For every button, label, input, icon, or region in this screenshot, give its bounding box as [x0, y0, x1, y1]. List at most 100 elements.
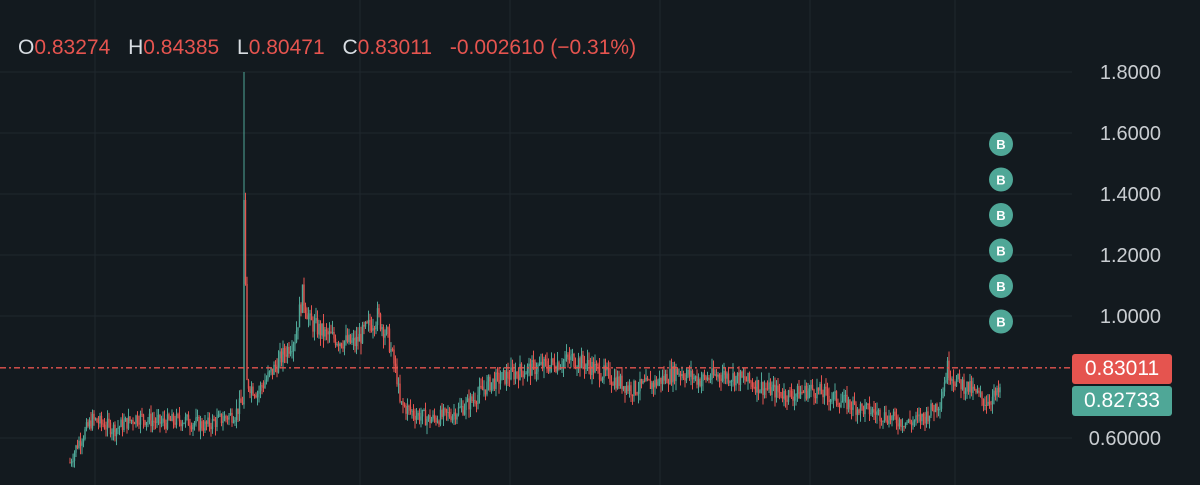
candle-body	[96, 418, 98, 423]
candle-body	[946, 360, 949, 381]
buy-marker-label: B	[996, 173, 1005, 188]
candle-body	[921, 413, 923, 422]
candle-body	[430, 419, 433, 423]
candle-body	[505, 371, 508, 384]
candle-body	[724, 370, 727, 379]
candle-body	[711, 368, 713, 380]
candle-body	[276, 366, 278, 373]
buy-marker[interactable]: B	[989, 203, 1013, 227]
candle-body	[300, 304, 302, 313]
candle-body	[541, 361, 544, 369]
buy-marker[interactable]: B	[989, 132, 1013, 156]
y-tick-label: 1.0000	[1100, 306, 1161, 328]
candle-body	[118, 426, 121, 428]
y-tick-label: 1.4000	[1100, 184, 1161, 206]
candle-body	[235, 408, 238, 421]
candle-body	[969, 381, 971, 392]
candle-body	[88, 420, 91, 427]
candle-body	[585, 364, 587, 370]
candle-body	[168, 414, 170, 419]
close-value: 0.83011	[357, 36, 433, 59]
candle-body	[165, 422, 167, 429]
candle-body	[130, 420, 133, 422]
candle-body	[156, 417, 158, 423]
candle-body	[330, 331, 332, 334]
candle-body	[399, 383, 401, 402]
candle-body	[145, 422, 148, 426]
candle-body	[207, 417, 209, 424]
candle-body	[901, 426, 904, 428]
candle-body	[676, 369, 679, 375]
candle-body	[495, 372, 497, 389]
candle-body	[750, 381, 752, 383]
buy-marker[interactable]: B	[989, 167, 1013, 192]
candle-body	[282, 347, 284, 363]
candle-body	[993, 390, 995, 397]
candle-body	[526, 366, 529, 374]
candle-body	[409, 406, 412, 411]
candle-body	[621, 375, 623, 390]
candle-body	[364, 322, 367, 327]
candle-body	[855, 404, 857, 415]
candle-body	[663, 375, 665, 381]
candle-body	[384, 333, 386, 338]
candle-body	[861, 403, 863, 407]
candle-body	[538, 364, 541, 366]
candle-body	[757, 380, 760, 393]
candle-body	[532, 360, 535, 362]
candle-body	[210, 426, 212, 430]
candle-body	[910, 422, 913, 426]
candle-body	[813, 389, 815, 397]
candle-body	[940, 398, 943, 409]
candle-body	[292, 344, 295, 351]
candle-body	[690, 370, 692, 377]
candle-body	[109, 422, 112, 435]
candle-body	[418, 412, 421, 421]
candle-body	[784, 390, 787, 400]
candle-body	[334, 338, 337, 346]
candle-body	[514, 371, 517, 380]
candle-body	[286, 346, 289, 357]
candle-body	[586, 359, 589, 365]
candle-body	[267, 372, 269, 380]
candle-body	[568, 357, 571, 361]
candle-body	[361, 324, 364, 344]
candle-body	[226, 417, 229, 420]
candle-body	[414, 415, 416, 420]
candle-body	[363, 324, 365, 327]
candle-body	[834, 391, 836, 394]
candle-body	[783, 390, 785, 399]
candle-body	[600, 379, 602, 381]
candle-body	[102, 423, 104, 425]
candle-body	[504, 370, 506, 384]
candle-body	[354, 337, 356, 347]
candle-body	[937, 408, 940, 411]
candle-body	[138, 422, 140, 425]
candle-body	[976, 390, 979, 393]
candle-body	[91, 413, 94, 429]
candle-body	[481, 386, 484, 391]
candle-body	[555, 369, 557, 372]
buy-marker-label: B	[996, 208, 1005, 223]
buy-marker-circle	[989, 309, 1013, 334]
candle-body	[786, 399, 788, 402]
candle-body	[870, 412, 872, 415]
candle-body	[616, 376, 619, 389]
candle-body	[957, 373, 959, 380]
candle-body	[79, 440, 82, 446]
candle-body	[577, 358, 580, 368]
candle-body	[762, 382, 764, 395]
candle-body	[196, 416, 199, 418]
buy-marker[interactable]: B	[989, 309, 1013, 334]
candle-body	[970, 381, 973, 393]
candle-body	[426, 418, 428, 426]
buy-marker[interactable]: B	[989, 274, 1013, 298]
buy-marker[interactable]: B	[989, 238, 1013, 263]
candle-body	[277, 358, 280, 373]
open-key: O	[18, 36, 35, 59]
candle-body	[484, 389, 487, 395]
candle-body	[843, 395, 845, 401]
low-value: 0.80471	[248, 36, 325, 59]
candle-body	[114, 424, 116, 437]
